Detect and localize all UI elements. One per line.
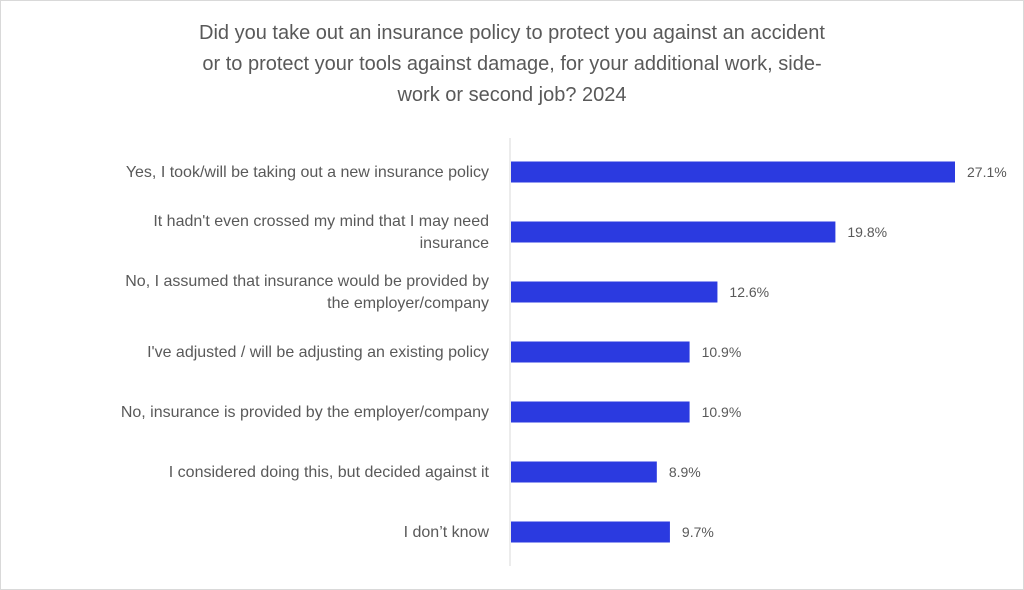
value-label-7: 9.7% [682, 524, 714, 540]
value-label-4: 10.9% [702, 344, 742, 360]
category-label-3-line-2: the employer/company [327, 295, 489, 312]
chart-title-line-1: Did you take out an insurance policy to … [199, 22, 825, 44]
category-label-7-line-1: I don’t know [404, 524, 490, 541]
category-label-3-line-1: No, I assumed that insurance would be pr… [125, 273, 489, 290]
bar-2 [511, 221, 836, 243]
bar-1 [511, 161, 955, 183]
bars-group [511, 161, 955, 543]
value-label-6: 8.9% [669, 464, 701, 480]
chart-title: Did you take out an insurance policy to … [0, 18, 1024, 111]
bar-6 [511, 461, 657, 483]
category-label-1-line-1: Yes, I took/will be taking out a new ins… [126, 164, 489, 181]
bar-4 [511, 341, 690, 363]
chart-title-line-2: or to protect your tools against damage,… [202, 53, 822, 75]
value-label-2: 19.8% [847, 224, 887, 240]
value-label-1: 27.1% [967, 164, 1007, 180]
value-label-5: 10.9% [702, 404, 742, 420]
bar-7 [511, 521, 670, 543]
bar-3 [511, 281, 718, 303]
bar-5 [511, 401, 690, 423]
category-label-6-line-1: I considered doing this, but decided aga… [169, 464, 490, 481]
category-label-5-line-1: No, insurance is provided by the employe… [121, 404, 489, 421]
category-label-2-line-1: It hadn't even crossed my mind that I ma… [153, 213, 489, 230]
category-labels-group: Yes, I took/will be taking out a new ins… [121, 164, 490, 541]
category-label-2-line-2: insurance [420, 235, 489, 252]
chart-title-line-3: work or second job? 2024 [397, 84, 627, 106]
value-labels-group: 27.1% 19.8% 12.6% 10.9% 10.9% 8.9% 9.7% [669, 164, 1007, 540]
category-label-4-line-1: I've adjusted / will be adjusting an exi… [147, 344, 489, 361]
value-label-3: 12.6% [729, 284, 769, 300]
